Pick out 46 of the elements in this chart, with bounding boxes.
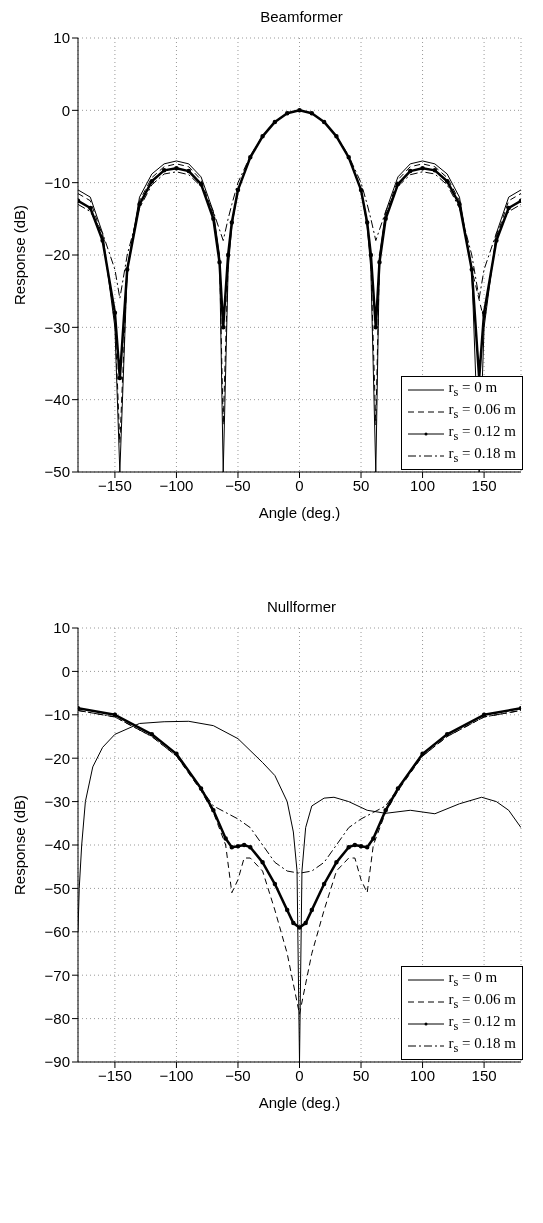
legend-label: r$_{s}$ = 0 m — [448, 379, 498, 401]
legend-label: r$_{s}$ = 0.12 m — [448, 423, 516, 445]
y-tick-label: −90 — [44, 1053, 70, 1071]
x-tick-label: −150 — [98, 476, 132, 494]
x-tick-label: 0 — [295, 476, 304, 494]
chart-title: Nullformer — [266, 598, 337, 615]
legend-label: r$_{s}$ = 0.06 m — [448, 401, 516, 423]
y-tick-label: 0 — [61, 101, 70, 119]
x-tick-label: −50 — [225, 1066, 251, 1084]
x-axis-title: Angle (deg.) — [258, 1094, 341, 1111]
x-tick-label: −50 — [225, 476, 251, 494]
x-tick-label: −150 — [98, 1066, 132, 1084]
legend-label: r$_{s}$ = 0.06 m — [448, 991, 516, 1013]
y-tick-label: −80 — [44, 1009, 70, 1027]
chart-title: Beamformer — [260, 8, 343, 25]
x-tick-label: 100 — [410, 1066, 436, 1084]
y-tick-label: −40 — [44, 390, 70, 408]
y-tick-label: −30 — [44, 318, 70, 336]
legend-label: r$_{s}$ = 0.12 m — [448, 1013, 516, 1035]
y-tick-label: −50 — [44, 879, 70, 897]
y-tick-label: 0 — [61, 662, 70, 680]
x-tick-label: 100 — [410, 476, 436, 494]
y-tick-label: −70 — [44, 966, 70, 984]
y-tick-label: −10 — [44, 706, 70, 724]
y-tick-label: −10 — [44, 173, 70, 191]
x-tick-label: 50 — [352, 476, 370, 494]
y-tick-label: −60 — [44, 923, 70, 941]
x-axis-title: Angle (deg.) — [258, 504, 341, 521]
x-tick-label: −100 — [159, 1066, 194, 1084]
x-tick-label: 50 — [352, 1066, 370, 1084]
y-tick-label: −40 — [44, 836, 70, 854]
y-tick-label: −20 — [44, 246, 70, 264]
x-tick-label: −100 — [159, 476, 194, 494]
y-tick-label: −30 — [44, 792, 70, 810]
x-tick-label: 150 — [471, 476, 497, 494]
y-axis-title: Response (dB) — [11, 204, 29, 306]
y-tick-label: 10 — [53, 619, 70, 637]
legend-label: r$_{s}$ = 0.18 m — [448, 445, 516, 467]
x-tick-label: 150 — [471, 1066, 497, 1084]
x-tick-label: 0 — [295, 1066, 304, 1084]
legend-label: r$_{s}$ = 0.18 m — [448, 1035, 516, 1057]
y-axis-title: Response (dB) — [11, 794, 29, 896]
legend-label: r$_{s}$ = 0 m — [448, 969, 498, 991]
y-tick-label: 10 — [53, 29, 70, 47]
y-tick-label: −20 — [44, 749, 70, 767]
y-tick-label: −50 — [44, 463, 70, 481]
